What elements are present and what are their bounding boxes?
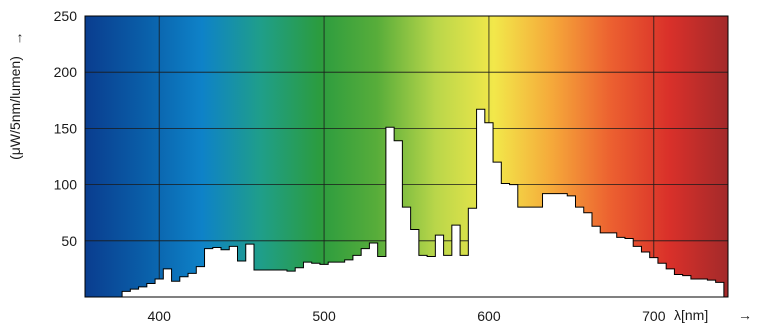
x-tick-label: 500 xyxy=(312,308,336,324)
x-axis-ticks: 400 500 600 700 xyxy=(148,308,666,324)
y-tick-label: 150 xyxy=(54,120,78,136)
y-tick-label: 200 xyxy=(54,64,78,80)
x-tick-label: 600 xyxy=(477,308,501,324)
plot-frame xyxy=(84,15,729,298)
y-axis-ticks: 50 100 150 200 250 xyxy=(54,8,78,249)
y-axis-arrow-icon: ↑ xyxy=(17,29,24,45)
x-axis-title: λ[nm] xyxy=(674,307,708,323)
y-tick-label: 100 xyxy=(54,177,78,193)
y-tick-label: 250 xyxy=(54,8,78,24)
y-axis-title: (μW/5nm/lumen) xyxy=(7,56,23,160)
x-tick-label: 400 xyxy=(148,308,172,324)
x-axis-arrow-icon: → xyxy=(738,307,752,323)
spectrum-fill xyxy=(121,108,725,297)
x-tick-label: 700 xyxy=(642,308,666,324)
y-tick-label: 50 xyxy=(61,233,77,249)
